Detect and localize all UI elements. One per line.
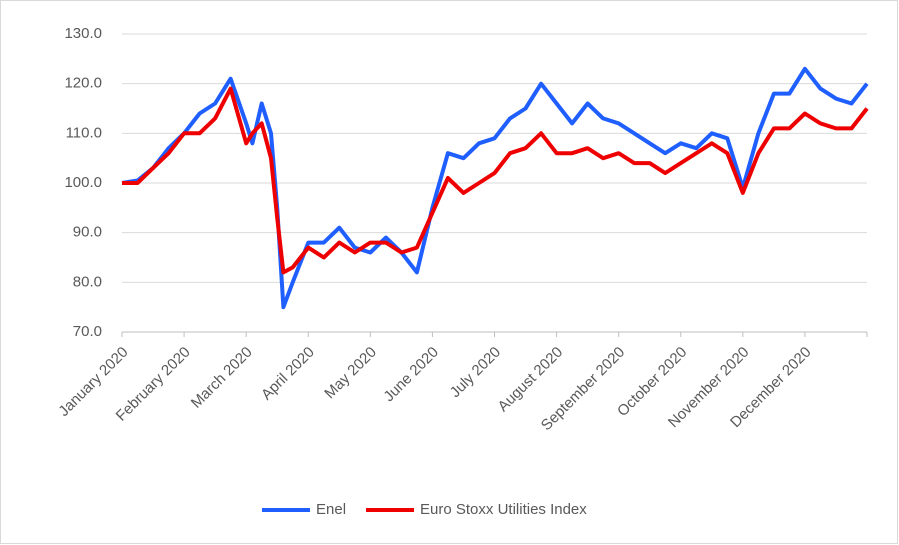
y-tick-label: 90.0 xyxy=(73,224,102,241)
y-tick-label: 110.0 xyxy=(66,124,102,141)
legend-label: Enel xyxy=(316,501,346,518)
series-line xyxy=(121,66,869,310)
y-tick-label: 70.0 xyxy=(73,323,102,340)
y-tick-label: 130.0 xyxy=(64,25,102,42)
y-tick-label: 120.0 xyxy=(64,75,102,92)
series-line xyxy=(122,86,869,275)
y-tick-label: 80.0 xyxy=(73,273,102,290)
y-tick-label: 100.0 xyxy=(64,174,102,191)
legend-label: Euro Stoxx Utilities Index xyxy=(420,501,587,518)
